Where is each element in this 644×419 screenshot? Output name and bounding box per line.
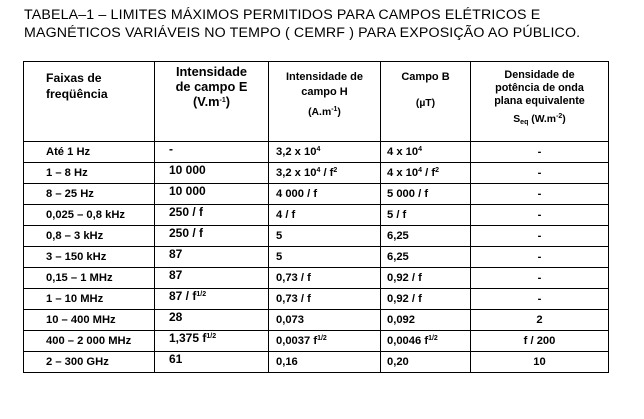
b-field-cell: 4 x 104 [380,141,471,163]
frequency-cell: 400 – 2 000 MHz [23,330,155,352]
b-field-cell: 6,25 [380,225,471,247]
limits-table: Faixas de freqüência Intensidade de camp… [23,61,609,373]
e-field-cell: - [154,141,269,163]
table-row: 0,8 – 3 kHz 250 / f 5 6,25- [23,225,609,247]
h-field-cell: 5 [268,225,381,247]
e-field-cell: 87 [154,267,269,289]
header-frequency: Faixas de freqüência [23,61,155,142]
e-field-cell: 1,375 f1/2 [154,330,269,352]
e-field-cell: 10 000 [154,162,269,184]
e-field-cell: 10 000 [154,183,269,205]
header-h-field: Intensidade de campo H (A.m-1) [268,61,381,142]
frequency-cell: 1 – 10 MHz [23,288,155,310]
b-field-cell: 5 / f [380,204,471,226]
power-density-cell: - [470,246,609,268]
frequency-cell: 3 – 150 kHz [23,246,155,268]
header-power-density: Densidade de potência de onda plana equi… [470,61,609,142]
h-field-cell: 0,73 / f [268,267,381,289]
power-density-cell: 2 [470,309,609,331]
frequency-cell: 2 – 300 GHz [23,351,155,373]
frequency-cell: 1 – 8 Hz [23,162,155,184]
b-field-cell: 4 x 104 / f2 [380,162,471,184]
h-field-cell: 0,16 [268,351,381,373]
caption-line-2: MAGNÉTICOS VARIÁVEIS NO TEMPO ( CEMRF ) … [24,25,581,41]
b-field-cell: 6,25 [380,246,471,268]
header-b-field: Campo B (µT) [380,61,471,142]
table-row: 400 – 2 000 MHz 1,375 f1/2 0,0037 f1/2 0,00… [23,330,609,352]
e-field-cell: 250 / f [154,225,269,247]
h-field-cell: 5 [268,246,381,268]
frequency-cell: Até 1 Hz [23,141,155,163]
h-field-cell: 4 / f [268,204,381,226]
table-row: 0,15 – 1 MHz 87 0,73 / f 0,92 / f- [23,267,609,289]
power-density-cell: - [470,204,609,226]
h-field-cell: 3,2 x 104 [268,141,381,163]
b-field-cell: 0,20 [380,351,471,373]
frequency-cell: 0,025 – 0,8 kHz [23,204,155,226]
table-row: 3 – 150 kHz 87 5 6,25- [23,246,609,268]
table-row: Até 1 Hz -3,2 x 104 4 x 104- [23,141,609,163]
power-density-cell: - [470,141,609,163]
frequency-cell: 0,8 – 3 kHz [23,225,155,247]
h-field-cell: 0,73 / f [268,288,381,310]
b-field-cell: 0,92 / f [380,267,471,289]
h-field-cell: 0,073 [268,309,381,331]
power-density-cell: - [470,288,609,310]
table-row: 1 – 10 MHz 87 / f1/2 0,73 / f 0,92 / f- [23,288,609,310]
power-density-cell: - [470,267,609,289]
b-field-cell: 0,0046 f1/2 [380,330,471,352]
caption-line-1: TABELA–1 – LIMITES MÁXIMOS PERMITIDOS PA… [24,7,541,23]
h-field-cell: 0,0037 f1/2 [268,330,381,352]
header-row: Faixas de freqüência Intensidade de camp… [23,61,609,142]
e-field-cell: 87 [154,246,269,268]
b-field-cell: 0,92 / f [380,288,471,310]
power-density-cell: - [470,183,609,205]
table-row: 2 – 300 GHz 61 0,16 0,20 10 [23,351,609,373]
frequency-cell: 0,15 – 1 MHz [23,267,155,289]
table-caption: TABELA–1 – LIMITES MÁXIMOS PERMITIDOS PA… [24,6,636,42]
frequency-cell: 10 – 400 MHz [23,309,155,331]
power-density-cell: f / 200 [470,330,609,352]
e-field-cell: 250 / f [154,204,269,226]
table-body: Até 1 Hz -3,2 x 104 4 x 104-1 – 8 Hz 10 000… [23,141,609,373]
b-field-cell: 0,092 [380,309,471,331]
power-density-cell: - [470,162,609,184]
h-field-cell: 3,2 x 104 / f2 [268,162,381,184]
table-row: 1 – 8 Hz 10 000 3,2 x 104 / f2 4 x 104 / f2… [23,162,609,184]
e-field-cell: 87 / f1/2 [154,288,269,310]
table-row: 10 – 400 MHz 28 0,073 0,092 2 [23,309,609,331]
e-field-cell: 28 [154,309,269,331]
e-field-cell: 61 [154,351,269,373]
b-field-cell: 5 000 / f [380,183,471,205]
power-density-cell: 10 [470,351,609,373]
h-field-cell: 4 000 / f [268,183,381,205]
frequency-cell: 8 – 25 Hz [23,183,155,205]
power-density-cell: - [470,225,609,247]
header-e-field: Intensidade de campo E (V.m-1) [154,61,269,142]
